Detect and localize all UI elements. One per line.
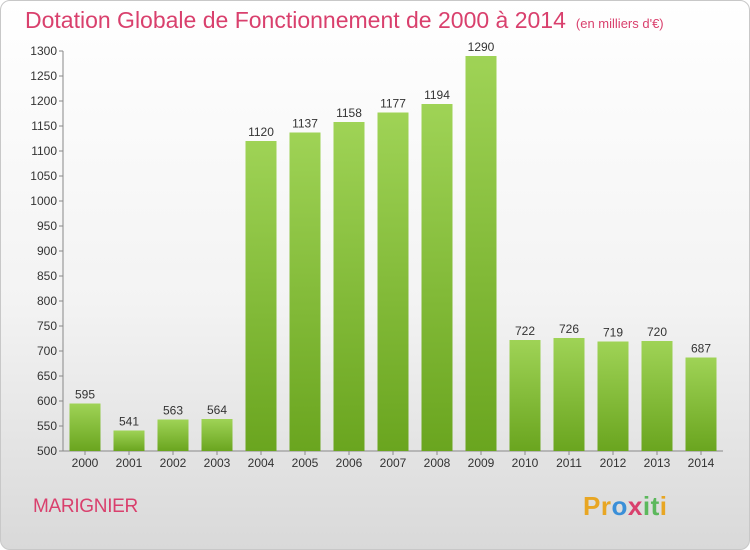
y-tick-label: 550 [37, 419, 57, 433]
x-tick-label: 2007 [380, 456, 407, 470]
bar [421, 104, 453, 451]
x-tick-label: 2005 [292, 456, 319, 470]
bar-value-label: 1194 [424, 88, 450, 102]
logo-letter: i [642, 491, 651, 521]
x-tick-label: 2011 [556, 456, 582, 470]
x-tick-label: 2014 [688, 456, 715, 470]
y-tick-label: 1100 [31, 144, 57, 158]
bar [641, 341, 673, 451]
x-tick-label: 2002 [160, 456, 187, 470]
y-tick-label: 650 [37, 369, 57, 383]
logo-letter: x [627, 491, 643, 521]
logo-letter: P [583, 491, 601, 521]
y-tick-label: 850 [37, 269, 57, 283]
bar-value-label: 720 [647, 325, 667, 339]
bar [157, 419, 189, 451]
logo-letter: r [600, 491, 612, 521]
bar [597, 341, 629, 451]
bar [245, 141, 277, 451]
y-tick-label: 750 [37, 319, 57, 333]
bar [509, 340, 541, 451]
bar-value-label: 563 [163, 404, 183, 418]
bar-value-label: 564 [207, 403, 227, 417]
x-tick-label: 2001 [116, 456, 143, 470]
bar-value-label: 541 [119, 415, 139, 429]
bar [69, 403, 101, 451]
x-tick-label: 2009 [468, 456, 495, 470]
bar [553, 338, 585, 451]
x-tick-label: 2010 [512, 456, 539, 470]
chart-title-text: Dotation Globale de Fonctionnement de 20… [25, 7, 566, 33]
chart-unit: (en milliers d'€) [575, 16, 664, 31]
bar-value-label: 1177 [380, 97, 406, 111]
x-tick-label: 2008 [424, 456, 451, 470]
y-tick-label: 500 [37, 444, 57, 458]
y-tick-label: 1250 [30, 69, 57, 83]
bar-value-label: 1290 [468, 40, 495, 54]
x-tick-label: 2003 [204, 456, 231, 470]
bar [113, 430, 145, 451]
logo-letter: o [611, 491, 628, 521]
bar-value-label: 1120 [248, 125, 274, 139]
y-tick-label: 700 [37, 344, 57, 358]
bar-value-label: 726 [559, 322, 579, 336]
bar [685, 357, 717, 451]
x-tick-label: 2006 [336, 456, 363, 470]
bar-value-label: 719 [603, 326, 623, 340]
bar-value-label: 1137 [292, 117, 318, 131]
y-tick-label: 1200 [30, 94, 57, 108]
chart-title: Dotation Globale de Fonctionnement de 20… [25, 7, 664, 34]
logo-letter: i [659, 491, 668, 521]
bar [377, 112, 409, 451]
bar-value-label: 595 [75, 388, 95, 402]
y-tick-label: 950 [37, 219, 57, 233]
bar-value-label: 722 [515, 324, 535, 338]
bar [333, 122, 365, 451]
x-tick-label: 2013 [644, 456, 671, 470]
bar [465, 56, 497, 451]
y-tick-label: 1300 [30, 44, 57, 58]
bar-value-label: 1158 [336, 106, 362, 120]
y-tick-label: 600 [37, 394, 57, 408]
x-tick-label: 2012 [600, 456, 627, 470]
bar [289, 132, 321, 451]
x-tick-label: 2000 [72, 456, 99, 470]
y-tick-label: 800 [37, 294, 57, 308]
commune-name: MARIGNIER [33, 496, 138, 517]
y-tick-label: 1150 [31, 119, 57, 133]
bar-value-label: 687 [691, 342, 711, 356]
logo-letter: t [650, 491, 660, 521]
x-tick-label: 2004 [248, 456, 275, 470]
y-tick-label: 1050 [30, 169, 57, 183]
y-tick-label: 1000 [30, 194, 57, 208]
bar [201, 419, 233, 451]
y-tick-label: 900 [37, 244, 57, 258]
proxiti-logo[interactable]: Proxiti [583, 491, 667, 522]
